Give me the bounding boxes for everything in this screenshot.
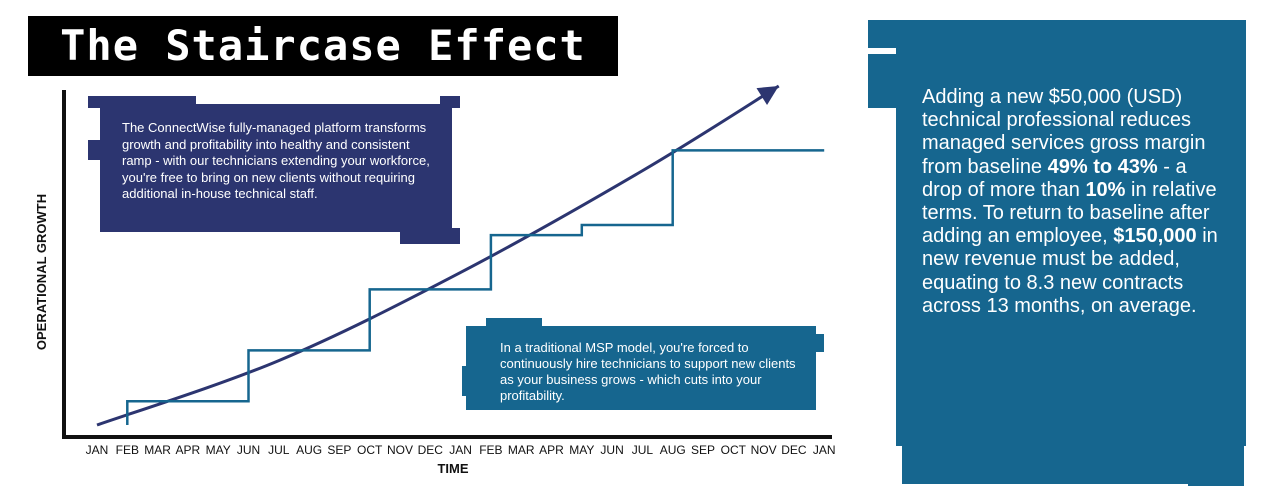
x-tick-label: JAN bbox=[813, 443, 836, 457]
managed-platform-text: The ConnectWise fully-managed platform t… bbox=[122, 120, 430, 201]
growth-curve-line bbox=[96, 84, 780, 427]
growth-arrowhead bbox=[756, 86, 779, 106]
x-tick-label: JAN bbox=[86, 443, 109, 457]
x-tick-label: OCT bbox=[357, 443, 383, 457]
x-tick-label: FEB bbox=[116, 443, 139, 457]
x-tick-labels: JAN FEB MAR APR MAY JUN JUL AUG SEP OCT NOV DEC JAN F… bbox=[86, 443, 836, 457]
x-tick-label: NOV bbox=[387, 443, 413, 457]
x-tick-label: SEP bbox=[327, 443, 351, 457]
x-tick-label: MAR bbox=[144, 443, 171, 457]
x-tick-label: AUG bbox=[660, 443, 686, 457]
axes bbox=[62, 90, 832, 439]
x-tick-label: APR bbox=[176, 443, 201, 457]
x-tick-label: MAR bbox=[508, 443, 535, 457]
x-tick-label: JUN bbox=[600, 443, 623, 457]
x-tick-label: JUN bbox=[237, 443, 260, 457]
staircase-chart: JAN FEB MAR APR MAY JUN JUL AUG SEP OCT NOV DEC JAN F… bbox=[34, 84, 836, 476]
x-tick-label: AUG bbox=[296, 443, 322, 457]
staircase-line bbox=[126, 149, 825, 425]
x-tick-label: JAN bbox=[449, 443, 472, 457]
y-axis-label: OPERATIONAL GROWTH bbox=[34, 194, 49, 350]
x-tick-label: NOV bbox=[751, 443, 777, 457]
x-tick-label: SEP bbox=[691, 443, 715, 457]
x-tick-label: MAY bbox=[206, 443, 231, 457]
x-tick-label: MAY bbox=[569, 443, 594, 457]
x-tick-label: APR bbox=[539, 443, 564, 457]
managed-platform-note: The ConnectWise fully-managed platform t… bbox=[88, 96, 460, 244]
traditional-staircase bbox=[126, 149, 825, 425]
x-tick-label: FEB bbox=[479, 443, 502, 457]
x-tick-label: JUL bbox=[632, 443, 654, 457]
x-tick-label: OCT bbox=[721, 443, 747, 457]
chart-title: The Staircase Effect bbox=[28, 16, 618, 76]
staffing-cost-text: Adding a new $50,000 (USD) technical pro… bbox=[922, 86, 1218, 317]
x-tick-label: DEC bbox=[781, 443, 807, 457]
x-axis-label: TIME bbox=[437, 461, 468, 476]
traditional-msp-text: In a traditional MSP model, you're force… bbox=[500, 340, 796, 403]
staffing-cost-panel: Adding a new $50,000 (USD) technical pro… bbox=[868, 20, 1246, 486]
x-tick-label: DEC bbox=[418, 443, 444, 457]
managed-growth-curve bbox=[96, 84, 780, 427]
x-tick-label: JUL bbox=[268, 443, 290, 457]
traditional-msp-note: In a traditional MSP model, you're force… bbox=[462, 318, 824, 410]
